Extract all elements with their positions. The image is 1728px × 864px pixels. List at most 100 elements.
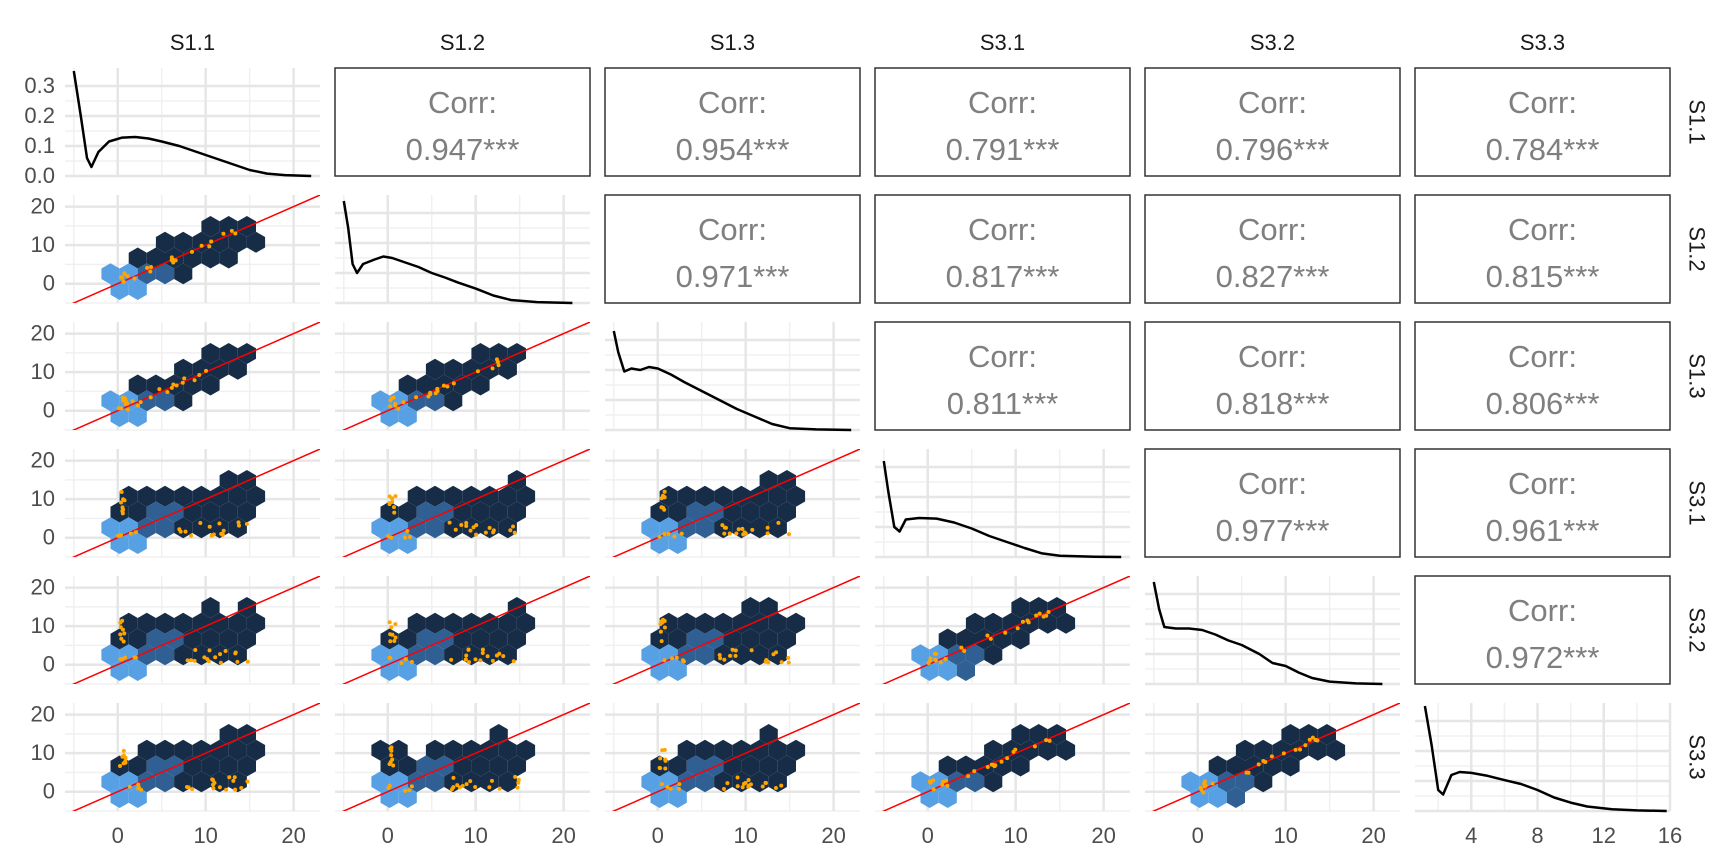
data-point <box>405 529 410 534</box>
hexbin-cell <box>489 628 508 650</box>
hexbin-cell <box>219 247 238 269</box>
data-point <box>662 531 667 536</box>
data-point <box>121 279 126 284</box>
data-point <box>475 369 480 374</box>
x-tick-label: 20 <box>1361 823 1385 848</box>
corr-value: 0.961*** <box>1486 513 1600 548</box>
hexbin-cell <box>246 612 266 634</box>
data-point <box>665 784 670 789</box>
data-point <box>741 781 746 786</box>
data-point <box>943 656 948 661</box>
corr-box <box>604 67 861 177</box>
hexbin-cell <box>668 501 687 523</box>
hexbin-cell <box>137 485 156 507</box>
hexbin-cell <box>398 660 417 681</box>
hexbin-cell <box>435 755 454 777</box>
data-point <box>1046 610 1051 615</box>
hexbin-cell <box>768 739 787 761</box>
hexbin-cell <box>1281 724 1300 745</box>
corr-box <box>1144 321 1401 431</box>
data-point <box>171 382 176 387</box>
data-point <box>186 785 191 790</box>
data-point <box>741 532 746 537</box>
data-point <box>211 786 216 791</box>
hexbin-cell <box>462 739 481 761</box>
x-tick-label: 10 <box>193 823 217 848</box>
hexbin-cell <box>228 517 247 539</box>
y-tick-label: 10 <box>31 232 55 257</box>
hexbin-cell <box>444 739 463 761</box>
data-point <box>189 533 194 538</box>
density-panel-s1-2 <box>335 195 590 305</box>
reference-line <box>611 703 860 811</box>
hexbin-cell <box>398 755 417 777</box>
hexbin-cell <box>1011 724 1030 745</box>
hexbin-cell <box>759 755 778 777</box>
data-point <box>662 625 667 630</box>
data-point <box>497 651 502 656</box>
hexbin-layer <box>101 470 266 554</box>
hexbin-cell <box>498 485 517 507</box>
corr-box <box>1414 194 1671 304</box>
hexbin-cell <box>741 628 760 650</box>
data-point <box>455 783 460 788</box>
hexbin-cell <box>984 644 1003 666</box>
data-point <box>662 658 667 663</box>
hexbin-cell <box>695 485 715 507</box>
data-point <box>183 529 188 534</box>
row-label-s3-2: S3.2 <box>1685 607 1710 652</box>
data-point <box>1037 611 1042 616</box>
corr-value: 0.954*** <box>676 132 790 167</box>
data-point <box>1201 790 1206 795</box>
data-point <box>388 398 393 403</box>
data-point <box>962 649 967 654</box>
hexbin-cell <box>101 263 120 285</box>
data-point <box>487 525 492 530</box>
hexbin-cell <box>435 501 454 523</box>
y-tick-label: 10 <box>31 359 55 384</box>
hexbin-cell <box>498 739 517 761</box>
data-point <box>189 658 194 663</box>
data-point <box>1198 785 1203 790</box>
data-point <box>213 655 218 660</box>
data-point <box>189 249 194 254</box>
data-point <box>165 389 170 394</box>
data-point <box>451 381 456 386</box>
hexbin-cell <box>371 390 390 412</box>
data-point <box>490 366 495 371</box>
hexbin-cell <box>228 612 247 634</box>
data-point <box>736 527 741 532</box>
data-point <box>148 269 153 274</box>
density-panel-s3-3 <box>1415 703 1672 813</box>
data-point <box>451 785 456 790</box>
data-point <box>123 396 128 401</box>
corr-panel-s1-1-s3-3: Corr: 0.784*** <box>1414 67 1671 177</box>
hexbin-cell <box>174 231 193 253</box>
hexbin-cell <box>119 390 138 412</box>
data-point <box>130 399 135 404</box>
hexbin-cell <box>246 485 266 507</box>
data-point <box>672 534 677 539</box>
hexbin-layer <box>641 724 806 808</box>
hexbin-cell <box>759 628 778 650</box>
hexbin-layer <box>911 724 1076 808</box>
data-point <box>119 489 124 494</box>
data-point <box>516 777 521 782</box>
data-point <box>211 778 216 783</box>
data-point <box>387 762 392 767</box>
x-tick-label: 20 <box>551 823 575 848</box>
scatter-panel-s1-3-vs-s1-1 <box>65 322 320 431</box>
hexbin-cell <box>444 485 463 507</box>
density-curve <box>1152 581 1383 686</box>
corr-panel-s1-1-s3-2: Corr: 0.796*** <box>1144 67 1401 177</box>
data-point <box>223 648 228 653</box>
hexbin-layer <box>371 724 536 808</box>
data-point <box>662 495 667 500</box>
data-point <box>959 645 964 650</box>
data-point <box>202 655 207 660</box>
reference-line <box>341 449 590 557</box>
hexbin-cell <box>965 612 985 634</box>
data-point <box>393 402 398 407</box>
data-point <box>720 523 725 528</box>
